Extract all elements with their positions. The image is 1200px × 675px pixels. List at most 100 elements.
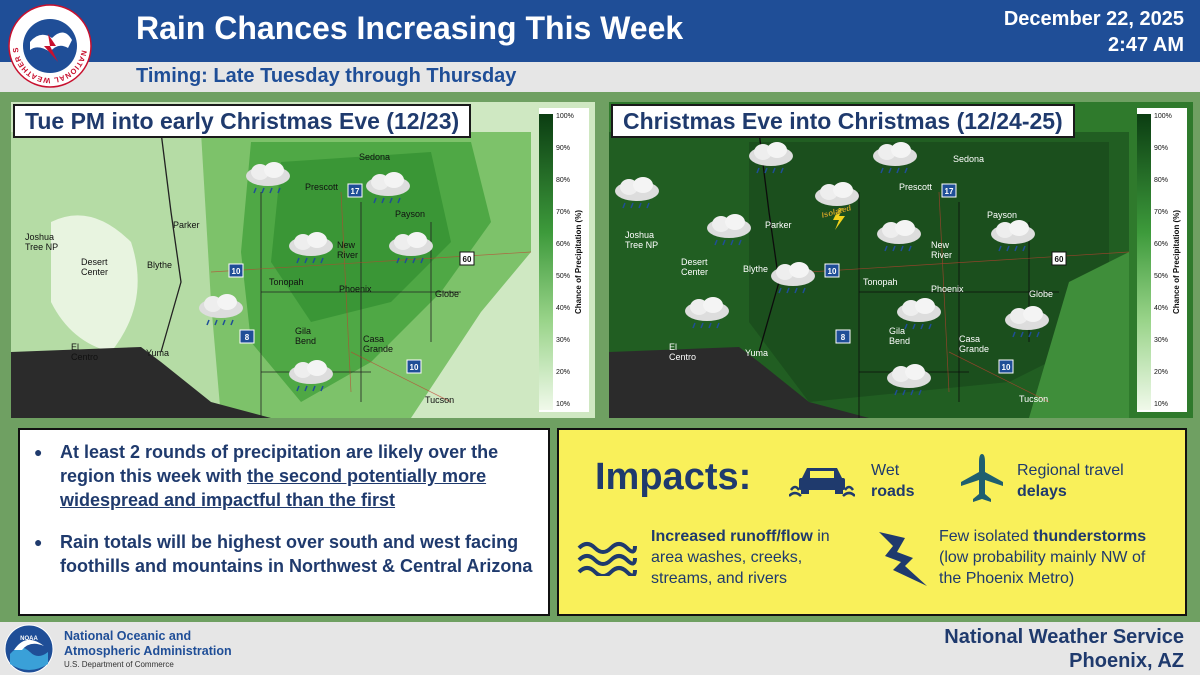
rain-cloud-icon [1005,306,1049,338]
highway-shield-icon: 10 [998,359,1014,374]
key-messages-box: At least 2 rounds of precipitation are l… [18,428,550,616]
legend-tick: 50% [556,273,570,280]
town-label: Gila Bend [889,326,911,346]
legend-tick: 60% [556,241,570,248]
nws-office: National Weather Service Phoenix, AZ [944,625,1184,673]
runoff-rest: in [812,528,830,545]
header-bar [0,0,1200,62]
rain-cloud-icon [707,214,751,246]
wet-roads-line2: roads [871,483,915,500]
legend-tick: 100% [556,113,574,120]
town-label: New River [337,240,359,260]
legend-tick: 50% [1154,273,1168,280]
town-label: Prescott [305,182,339,192]
town-label: Phoenix [339,284,372,294]
map-panel-title: Christmas Eve into Christmas (12/24-25) [611,104,1075,138]
legend-tick: 80% [1154,177,1168,184]
svg-text:10: 10 [410,363,419,372]
map-panel-round-1: Chance of Precipitation (%) 100% 90% 80%… [11,102,595,418]
rain-cloud-icon [991,220,1035,252]
legend-tick: 90% [1154,145,1168,152]
rain-cloud-icon [289,232,333,264]
rain-cloud-icon [615,177,659,209]
svg-text:60: 60 [1055,255,1064,264]
issued-time: 2:47 AM [1108,34,1184,56]
town-label: Blythe [743,264,769,274]
noaa-line2: Atmospheric Administration [64,644,232,658]
town-label: Joshua Tree NP [25,232,59,252]
rain-cloud-icon [887,364,931,396]
svg-text:10: 10 [232,267,241,276]
issued-date: December 22, 2025 [1003,8,1184,30]
legend-tick: 40% [556,305,570,312]
key-message-1-underlined: the second potentially more widespread a… [60,466,487,510]
storm-line1-pre: Few isolated [939,528,1034,545]
highway-shield-icon: 8 [239,329,255,344]
legend-tick: 30% [556,337,570,344]
wet-roads-line1: Wet [871,462,900,479]
town-label: Sedona [953,154,985,164]
legend-tick: 20% [556,369,570,376]
town-label: Tonopah [269,277,304,287]
legend-label: Chance of Precipitation (%) [574,210,583,314]
rain-cloud-icon [877,220,921,252]
key-message-1: At least 2 rounds of precipitation are l… [34,440,534,512]
rain-cloud-icon [289,360,333,392]
legend-tick: 10% [1154,401,1168,408]
footer-bar [0,622,1200,675]
highway-shield-icon: 17 [347,183,363,198]
noaa-logo-text: NOAA [20,636,38,642]
town-label: Blythe [147,260,173,270]
nws-logo-icon: NATIONAL WEATHER SERVICE [8,4,92,88]
highway-shield-icon: 60 [459,251,475,266]
town-label: Parker [173,220,200,230]
timing-subtitle: Timing: Late Tuesday through Thursday [136,65,517,87]
legend-tick: 100% [1154,113,1172,120]
town-label: El Centro [71,342,99,362]
legend-tick: 80% [556,177,570,184]
map-panel-round-2: Chance of Precipitation (%) 100% 90% 80%… [609,102,1193,418]
rain-cloud-icon [897,298,941,330]
travel-line1: Regional travel [1017,462,1124,479]
town-label: Yuma [146,348,170,358]
precip-chance-map-1: Chance of Precipitation (%) 100% 90% 80%… [11,102,595,418]
town-label: Globe [1029,289,1054,299]
town-label: Tucson [1019,394,1049,404]
travel-delays-text: Regional travel delays [1017,460,1124,502]
town-label: Sedona [359,152,391,162]
rain-cloud-icon [366,172,410,204]
map-panel-title: Tue PM into early Christmas Eve (12/23) [13,104,472,138]
runoff-text: Increased runoff/flow in area washes, cr… [651,526,830,589]
town-label: El Centro [669,342,697,362]
rain-cloud-icon [685,297,729,329]
impacts-title: Impacts: [595,456,752,498]
storm-line1-bold: thunderstorms [1033,528,1147,545]
rain-cloud-icon [246,162,290,194]
wet-road-car-icon [789,468,855,497]
legend-tick: 20% [1154,369,1168,376]
rain-cloud-icon [771,262,815,294]
rain-cloud-icon [199,294,243,326]
highway-shield-icon: 10 [228,263,244,278]
subheader-bar [0,62,1200,92]
town-label: Tonopah [863,277,898,287]
highway-shield-icon: 17 [941,183,957,198]
rain-cloud-icon [749,142,793,174]
svg-text:17: 17 [945,187,954,196]
storm-line1: Few isolated thunderstorms [939,526,1146,547]
key-message-2: Rain totals will be highest over south a… [34,530,534,578]
town-label: Payson [987,210,1018,220]
issued-datetime: December 22, 2025 2:47 AM [1004,6,1184,58]
town-label: Phoenix [931,284,964,294]
legend-tick: 70% [1154,209,1168,216]
highway-shield-icon: 8 [835,329,851,344]
svg-text:10: 10 [828,267,837,276]
thunderstorms-text: Few isolated thunderstorms (low probabil… [939,526,1146,589]
svg-text:17: 17 [351,187,360,196]
precip-chance-map-2: Chance of Precipitation (%) 100% 90% 80%… [609,102,1193,418]
storm-line3: the Phoenix Metro) [939,570,1075,587]
water-waves-icon [577,542,637,576]
runoff-line2: area washes, creeks, [651,549,803,566]
town-label: Desert Center [81,257,109,277]
highway-shield-icon: 10 [406,359,422,374]
